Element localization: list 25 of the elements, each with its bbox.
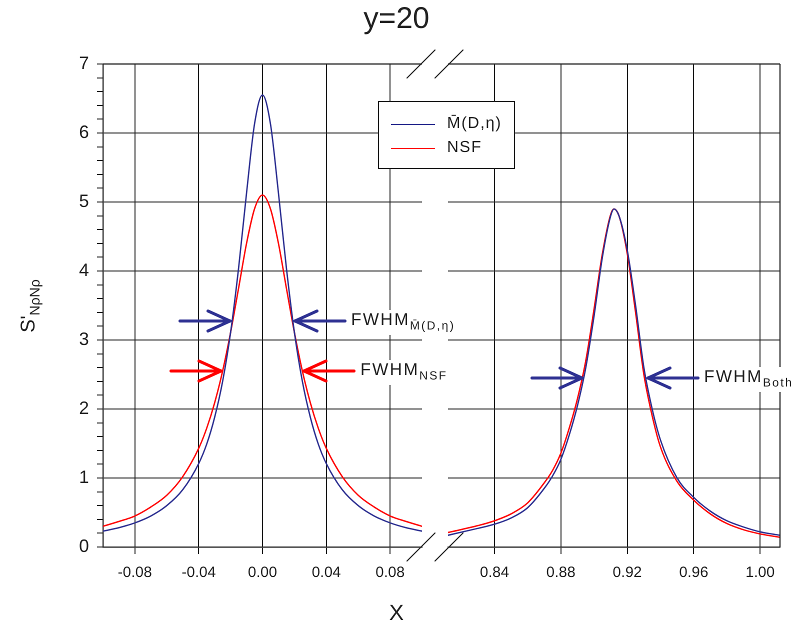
x-tick-label: 1.00 <box>745 564 775 582</box>
x-tick-label: 0.84 <box>480 564 510 582</box>
x-tick-label: -0.08 <box>118 564 152 582</box>
x-axis-title: X <box>388 600 405 626</box>
legend-label: NSF <box>447 139 482 157</box>
annotation: FWHM$_{NSF}$ <box>358 360 450 386</box>
y-tick-label: 3 <box>78 328 89 349</box>
annotation: FWHM$_{Both}$ <box>702 366 793 392</box>
x-tick-label: 0.96 <box>679 564 708 582</box>
x-tick-label: 0.00 <box>248 564 278 582</box>
y-tick-label: 2 <box>78 398 89 418</box>
x-tick-label: 0.04 <box>312 564 341 582</box>
y-tick-label: 5 <box>78 190 89 211</box>
y-tick-label: 4 <box>78 260 89 280</box>
x-tick-label: -0.04 <box>182 564 216 582</box>
y-tick-label: 6 <box>78 122 89 142</box>
chart-title: y=20 <box>362 2 430 36</box>
x-tick-label: 0.92 <box>612 564 642 582</box>
x-tick-label: 0.88 <box>546 564 576 582</box>
y-tick-label: 1 <box>78 466 89 487</box>
legend-label: M̄(D,η) <box>447 115 502 133</box>
y-tick-label: 0 <box>78 536 89 556</box>
annotation: FWHM$_{M̄(D,η)}$ <box>348 310 458 336</box>
y-tick-label: 7 <box>78 52 89 73</box>
x-tick-label: 0.08 <box>376 564 405 582</box>
